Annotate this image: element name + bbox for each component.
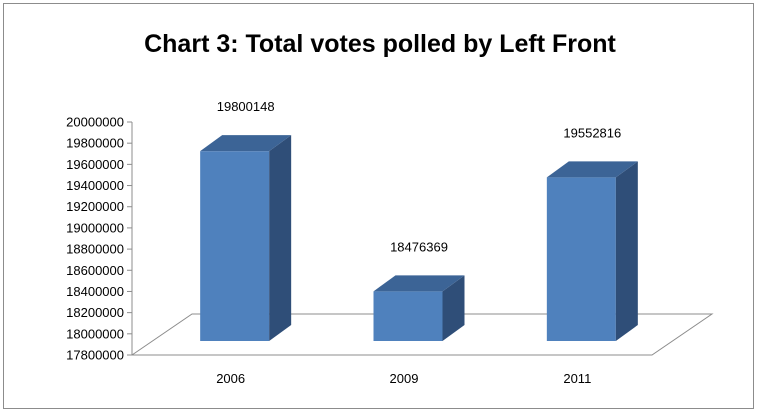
x-tick-label: 2006 [216,371,245,386]
y-tick-label: 19600000 [66,157,124,172]
bar-2011 [546,161,638,341]
bar-side [442,275,465,341]
bar-2006 [200,135,292,341]
y-tick-label: 20000000 [66,115,124,130]
data-label: 19800148 [217,99,275,114]
x-axis: 2006 2009 2011 [216,371,591,386]
y-tick-label: 18200000 [66,305,124,320]
chart-title: Chart 3: Total votes polled by Left Fron… [144,30,616,58]
chart-frame: Chart 3: Total votes polled by Left Fron… [3,3,754,409]
bars [200,135,638,341]
bar-side [615,161,638,341]
bar-top [200,135,292,152]
bar-2009 [373,275,465,341]
bar-side [269,135,292,341]
bar-front [200,151,270,341]
bar-front [373,291,443,341]
y-tick-label: 18400000 [66,284,124,299]
chart-svg: Chart 3: Total votes polled by Left Fron… [66,30,714,386]
y-tick-label: 17800000 [66,348,124,363]
bar-front [546,177,616,341]
y-tick-label: 19800000 [66,136,124,151]
bar-top [546,161,638,178]
data-label: 18476369 [390,239,448,254]
data-label: 19552816 [563,125,621,140]
bar-top [373,275,465,292]
y-axis: 17800000 18000000 18200000 18400000 18600000… [66,115,133,363]
y-tick-label: 18000000 [66,326,124,341]
y-tick-label: 18600000 [66,263,124,278]
x-tick-label: 2011 [563,371,591,386]
y-tick-label: 19200000 [66,199,124,214]
x-tick-label: 2009 [390,371,419,386]
y-tick-label: 18800000 [66,242,124,257]
data-labels: 19800148 18476369 19552816 [217,99,622,254]
y-tick-label: 19400000 [66,178,124,193]
y-tick-label: 19000000 [66,220,124,235]
